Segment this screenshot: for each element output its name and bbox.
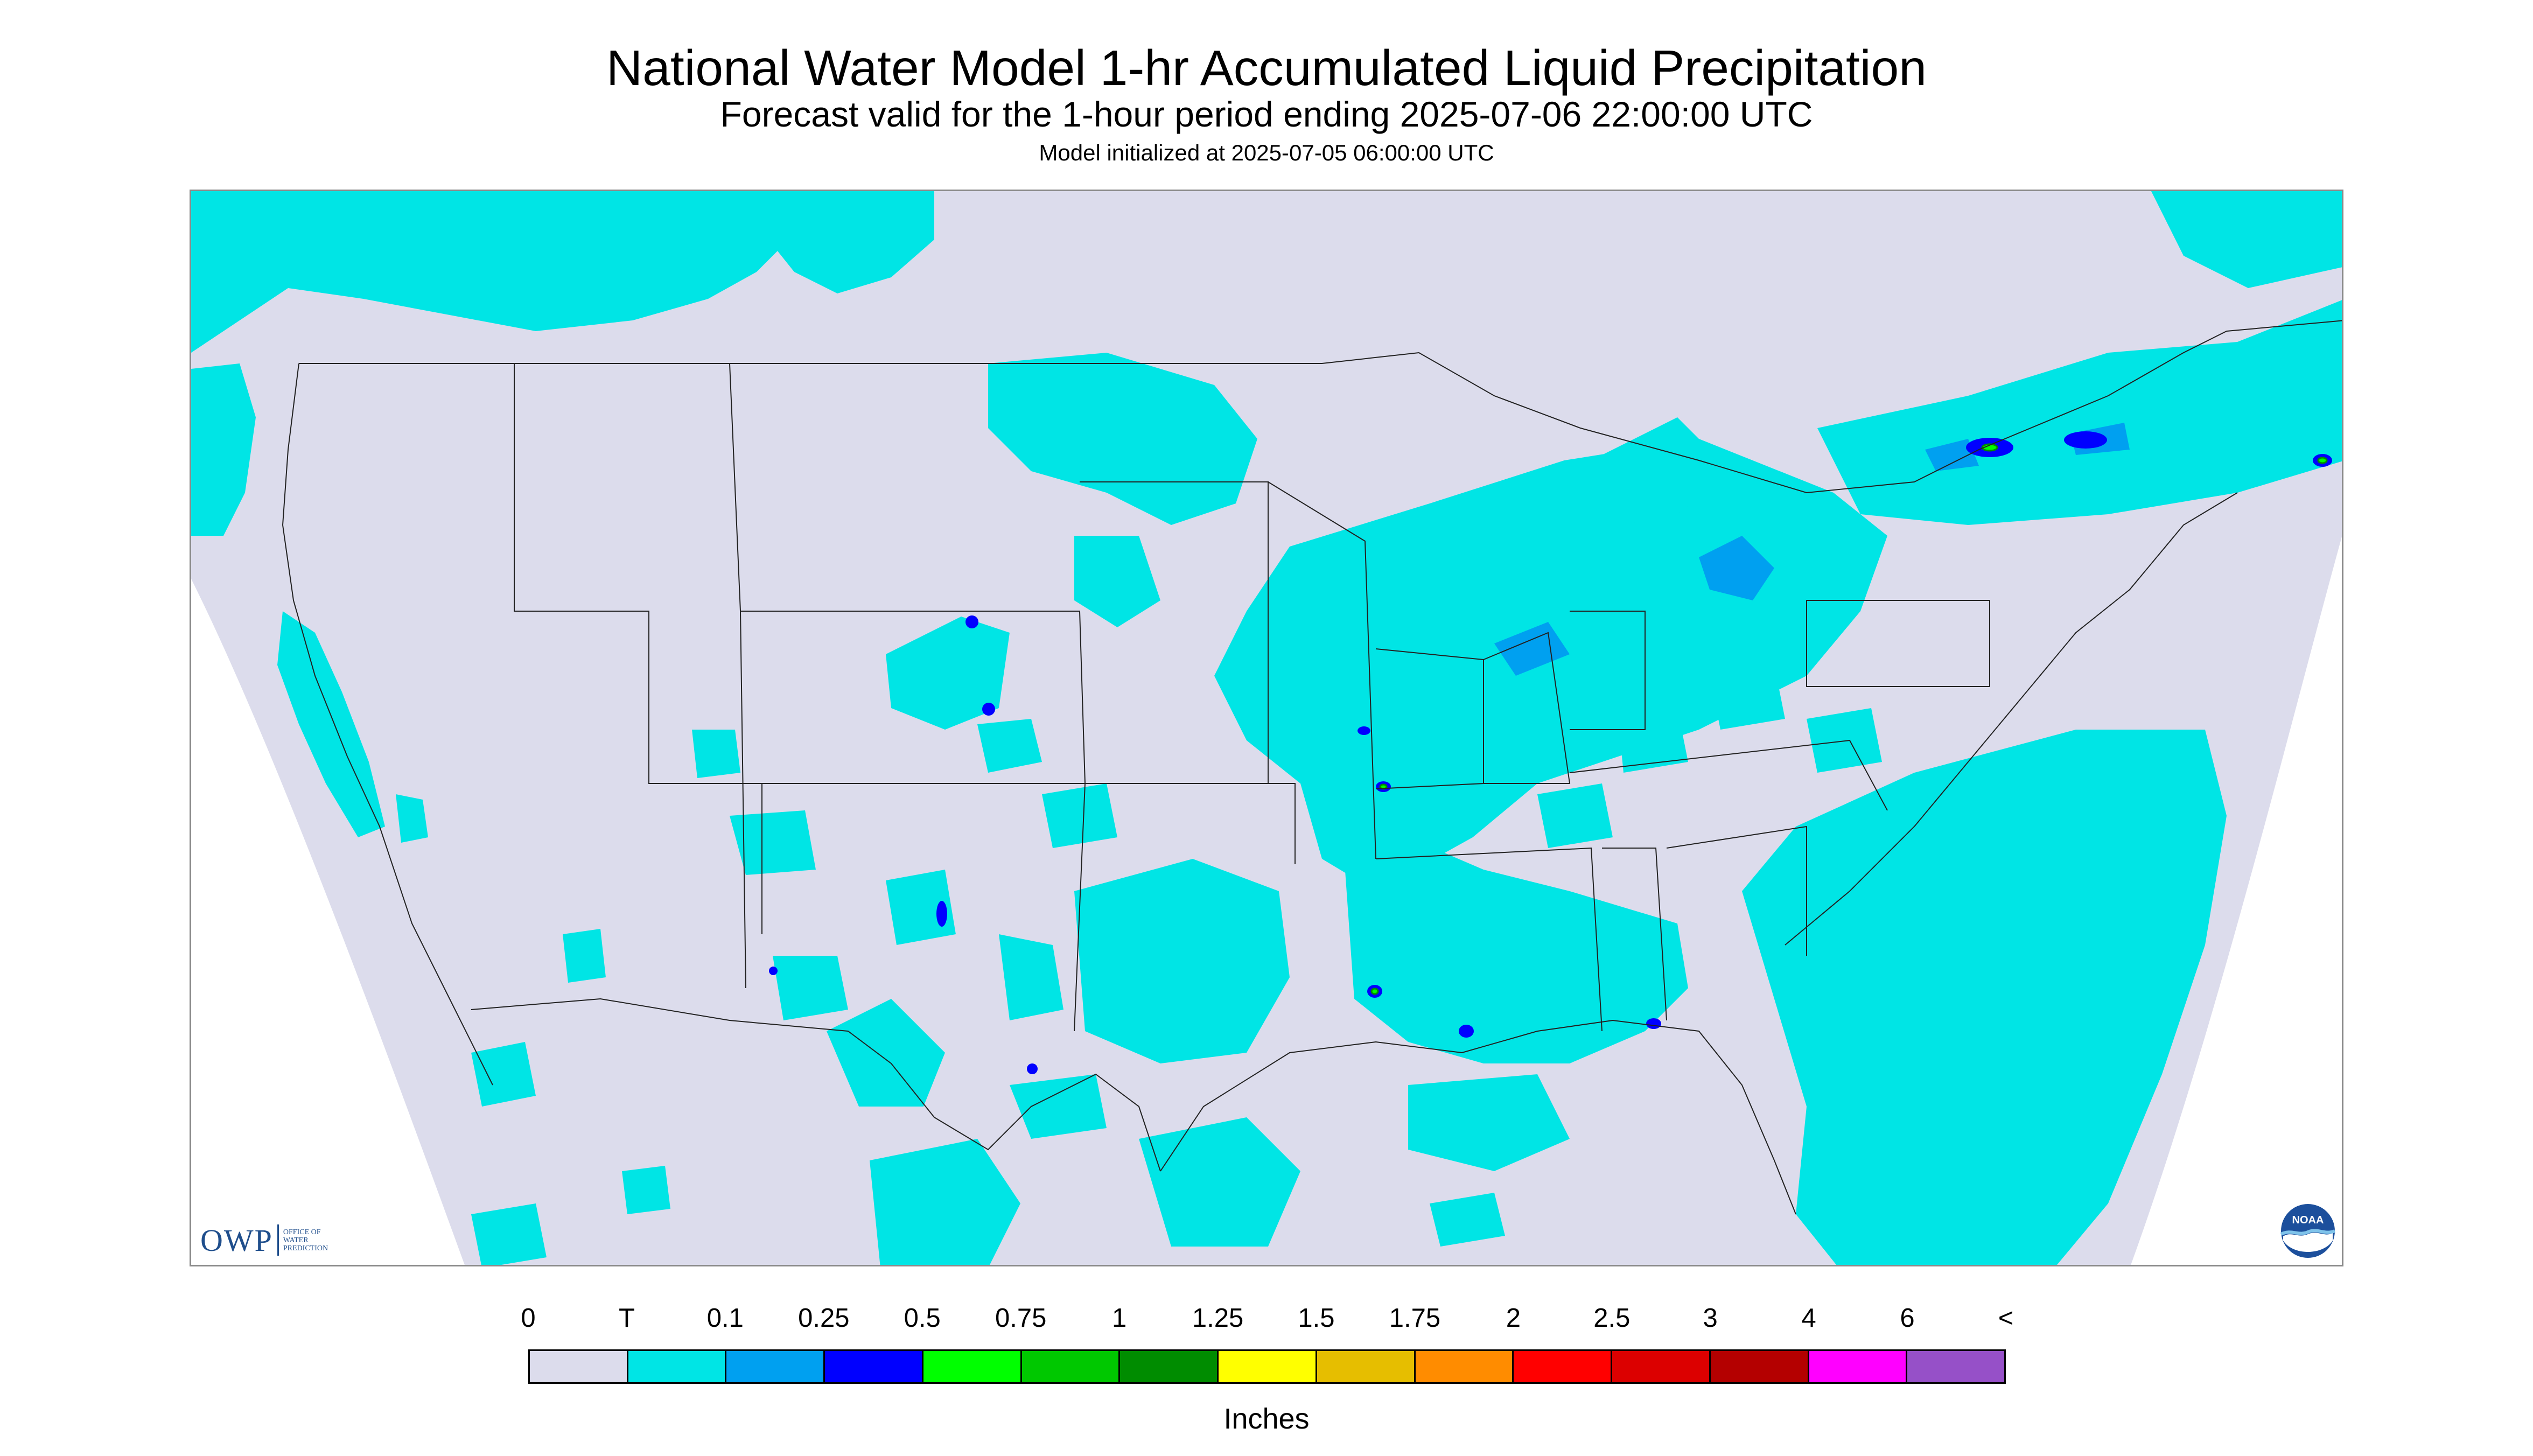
legend-label: 0	[521, 1304, 536, 1333]
forecast-valid-subtitle: Forecast valid for the 1-hour period end…	[720, 94, 1813, 134]
legend-swatch	[726, 1351, 825, 1382]
owp-logo: OWP OFFICE OF WATER PREDICTION	[200, 1221, 328, 1259]
legend-swatch	[1317, 1351, 1416, 1382]
legend-label: 0.75	[995, 1304, 1047, 1333]
owp-logo-line: OFFICE OF	[283, 1228, 321, 1236]
heavy-precip-cells	[769, 431, 2332, 1074]
legend-swatch	[1021, 1351, 1121, 1382]
owp-logo-line: PREDICTION	[283, 1244, 328, 1252]
light-precip-areas	[1494, 423, 2130, 676]
legend-swatch	[1120, 1351, 1219, 1382]
model-init-line: Model initialized at 2025-07-05 06:00:00…	[1039, 140, 1494, 165]
legend-swatch	[1907, 1351, 2005, 1382]
owp-logo-divider	[277, 1224, 279, 1256]
owp-logo-mark: OWP	[200, 1222, 273, 1258]
noaa-logo-text: NOAA	[2292, 1214, 2324, 1226]
legend-label: 0.25	[798, 1304, 850, 1333]
state-and-country-borders	[282, 320, 2342, 1215]
legend-units: Inches	[1223, 1403, 1310, 1435]
legend-label: 1.75	[1389, 1304, 1441, 1333]
legend-swatch	[1219, 1351, 1317, 1382]
legend-swatch	[1809, 1351, 1908, 1382]
legend-label: 1.25	[1192, 1304, 1244, 1333]
owp-logo-text: OFFICE OF WATER PREDICTION	[283, 1228, 328, 1252]
legend-label: 3	[1703, 1304, 1718, 1333]
map-canvas	[191, 191, 2342, 1265]
legend-label: T	[618, 1304, 635, 1333]
legend-swatch	[923, 1351, 1022, 1382]
legend-label: 6	[1900, 1304, 1915, 1333]
legend-swatch	[1415, 1351, 1514, 1382]
legend-swatch	[628, 1351, 727, 1382]
legend-label: 2.5	[1593, 1304, 1631, 1333]
legend-swatch	[1710, 1351, 1809, 1382]
legend-swatch	[1612, 1351, 1711, 1382]
legend-swatch	[1514, 1351, 1613, 1382]
owp-logo-line: WATER	[283, 1236, 309, 1244]
legend-label: <	[1998, 1304, 2014, 1333]
legend-swatch	[530, 1351, 628, 1382]
legend-swatch	[825, 1351, 923, 1382]
legend-labels: 0 T 0.1 0.25 0.5 0.75 1 1.25 1.5 1.75 2 2.5 3 4 6 <	[521, 1303, 2013, 1341]
legend-label: 4	[1801, 1304, 1816, 1333]
legend-label: 1	[1111, 1304, 1127, 1333]
noaa-logo: NOAA	[2280, 1204, 2336, 1258]
legend-label: 0.5	[904, 1304, 941, 1333]
legend-label: 1.5	[1298, 1304, 1335, 1333]
precip-color-legend	[528, 1349, 2006, 1384]
legend-label: 0.1	[706, 1304, 744, 1333]
map-title: National Water Model 1-hr Accumulated Li…	[606, 40, 1927, 96]
precipitation-map	[190, 190, 2343, 1266]
legend-label: 2	[1506, 1304, 1521, 1333]
